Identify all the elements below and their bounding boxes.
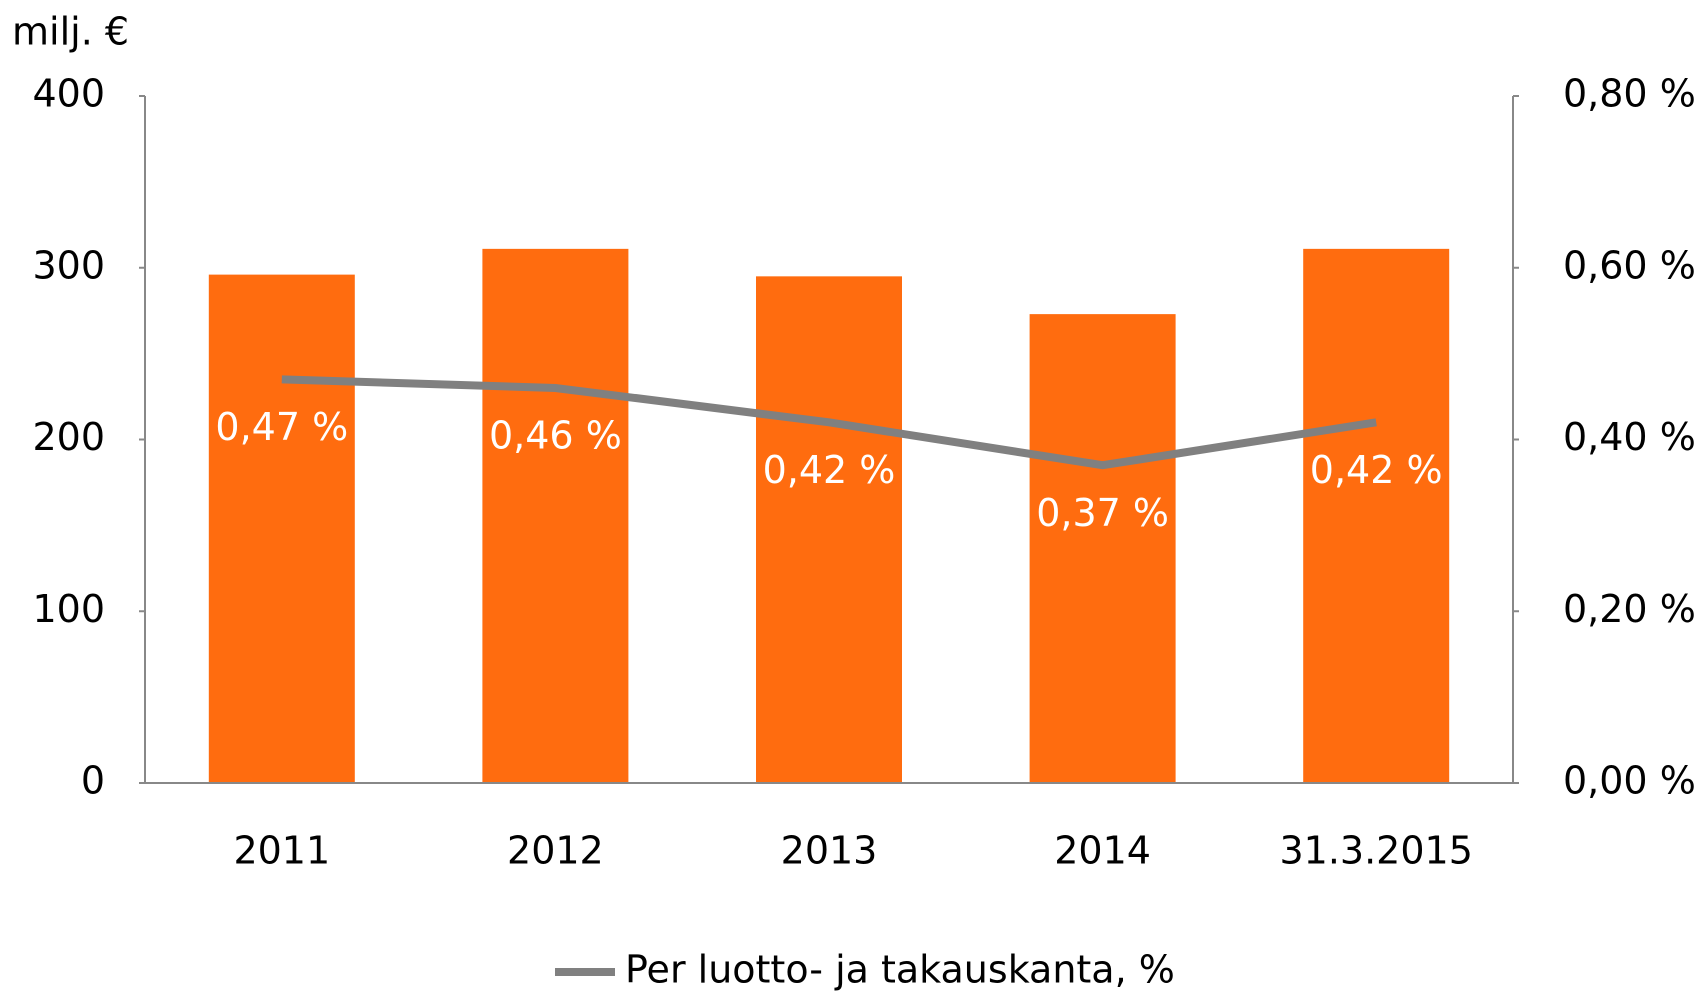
bar — [208, 274, 355, 783]
y-tick-label: 0 — [81, 759, 105, 803]
y-tick-label: 100 — [32, 587, 105, 631]
data-label: 0,47 % — [215, 405, 348, 449]
bar — [756, 276, 902, 783]
x-tick-label: 31.3.2015 — [1279, 829, 1472, 873]
y-tick-label: 400 — [32, 72, 105, 116]
legend-label: Per luotto- ja takauskanta, % — [625, 948, 1175, 992]
y-tick-label: 300 — [32, 243, 105, 287]
bar — [1303, 248, 1450, 784]
data-label: 0,46 % — [489, 413, 622, 457]
bar — [482, 248, 629, 784]
data-label: 0,42 % — [1310, 448, 1443, 492]
data-label: 0,42 % — [763, 448, 896, 492]
data-label: 0,37 % — [1036, 491, 1169, 535]
x-tick-label: 2014 — [1054, 829, 1151, 873]
y-tick-label: 200 — [32, 415, 105, 459]
x-tick-label: 2013 — [781, 829, 878, 873]
x-tick-label: 2012 — [507, 829, 604, 873]
x-tick-label: 2011 — [233, 829, 330, 873]
y2-tick-label: 0,20 % — [1563, 587, 1696, 631]
y2-tick-label: 0,80 % — [1563, 72, 1696, 116]
y2-tick-label: 0,60 % — [1563, 243, 1696, 287]
line — [281, 375, 1377, 470]
y-axis-label: milj. € — [12, 10, 129, 54]
y2-tick-label: 0,40 % — [1563, 415, 1696, 459]
y2-tick-label: 0,00 % — [1563, 759, 1696, 803]
bar — [1029, 314, 1176, 783]
